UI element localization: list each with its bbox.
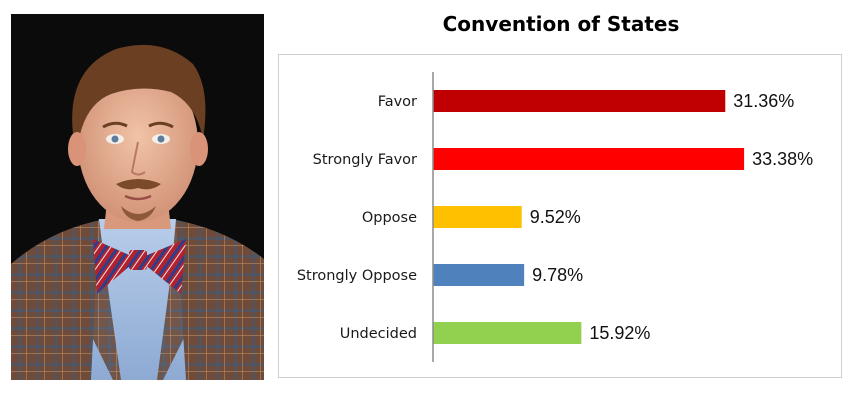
portrait-illustration — [11, 14, 264, 380]
bar — [433, 148, 745, 170]
bar — [433, 90, 726, 112]
category-label: Favor — [378, 94, 417, 110]
chart-title: Convention of States — [442, 12, 680, 36]
data-label: 15.92% — [589, 323, 650, 343]
category-labels: Favor Strongly Favor Oppose Strongly Oppose… — [297, 94, 417, 342]
value-labels: 31.36% 33.38% 9.52% 9.78% 15.92% — [530, 91, 813, 343]
portrait-photo — [11, 14, 264, 380]
category-label: Strongly Oppose — [297, 268, 417, 284]
data-label: 31.36% — [733, 91, 794, 111]
bar — [433, 322, 582, 344]
bars — [433, 90, 745, 344]
category-label: Oppose — [362, 210, 417, 226]
category-label: Strongly Favor — [313, 152, 417, 168]
data-label: 33.38% — [752, 149, 813, 169]
data-label: 9.52% — [530, 207, 581, 227]
bar-chart: Favor Strongly Favor Oppose Strongly Oppose… — [297, 72, 813, 362]
bar — [433, 206, 522, 228]
category-label: Undecided — [340, 326, 417, 342]
data-label: 9.78% — [532, 265, 583, 285]
bar — [433, 264, 525, 286]
